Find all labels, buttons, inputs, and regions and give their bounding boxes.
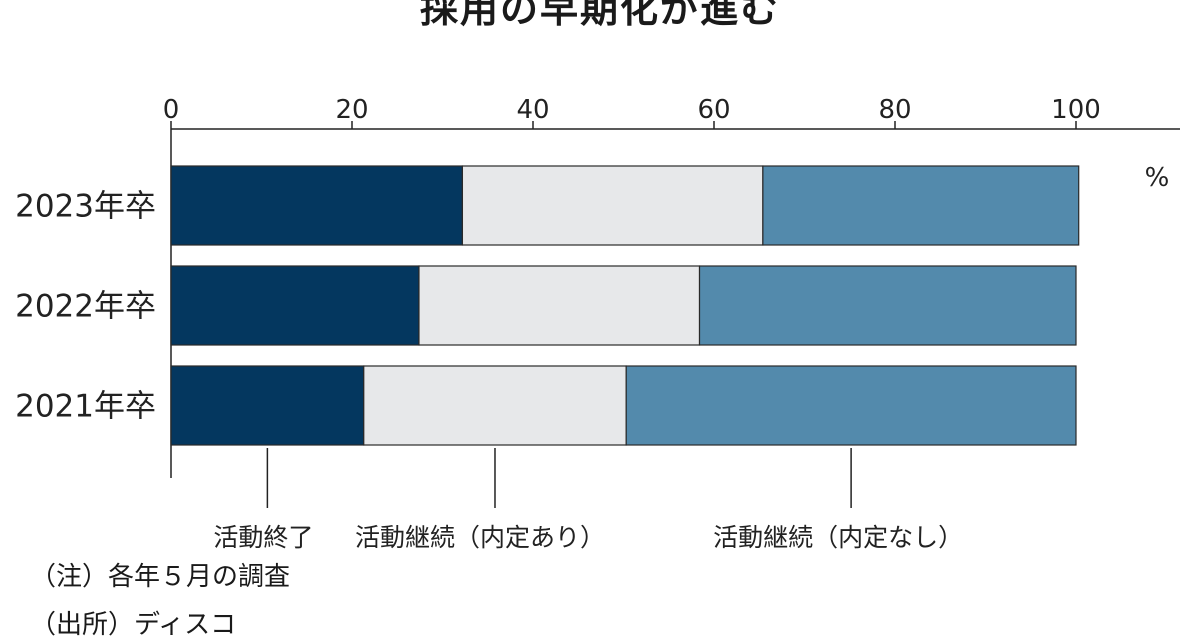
bar-segment <box>762 165 1080 246</box>
bar-segment <box>625 365 1077 446</box>
footnote: （注）各年５月の調査 <box>30 562 291 592</box>
x-tick-label: 20 <box>335 95 368 125</box>
bar-segment <box>363 365 627 446</box>
source-note: （出所）ディスコ <box>30 610 237 640</box>
bar-segment <box>170 165 464 246</box>
bar-segment <box>461 165 764 246</box>
unit-label: % <box>1145 163 1170 193</box>
bar-segment <box>170 365 365 446</box>
x-tick-label: 60 <box>697 95 730 125</box>
legend-label: 活動継続（内定あり） <box>355 523 605 552</box>
x-tick-label: 80 <box>878 95 911 125</box>
legend-label: 活動終了 <box>213 523 313 552</box>
bar-segment <box>698 265 1077 346</box>
x-tick-label: 100 <box>1051 95 1101 125</box>
category-label: 2021年卒 <box>15 389 156 425</box>
chart-title: 採用の早期化が進む <box>419 0 780 31</box>
category-label: 2022年卒 <box>15 289 156 325</box>
x-tick-label: 0 <box>163 95 180 125</box>
x-tick-label: 40 <box>516 95 549 125</box>
legend-label: 活動継続（内定なし） <box>713 523 963 552</box>
category-label: 2023年卒 <box>15 189 156 225</box>
bar-segment <box>170 265 420 346</box>
bar-segment <box>418 265 701 346</box>
